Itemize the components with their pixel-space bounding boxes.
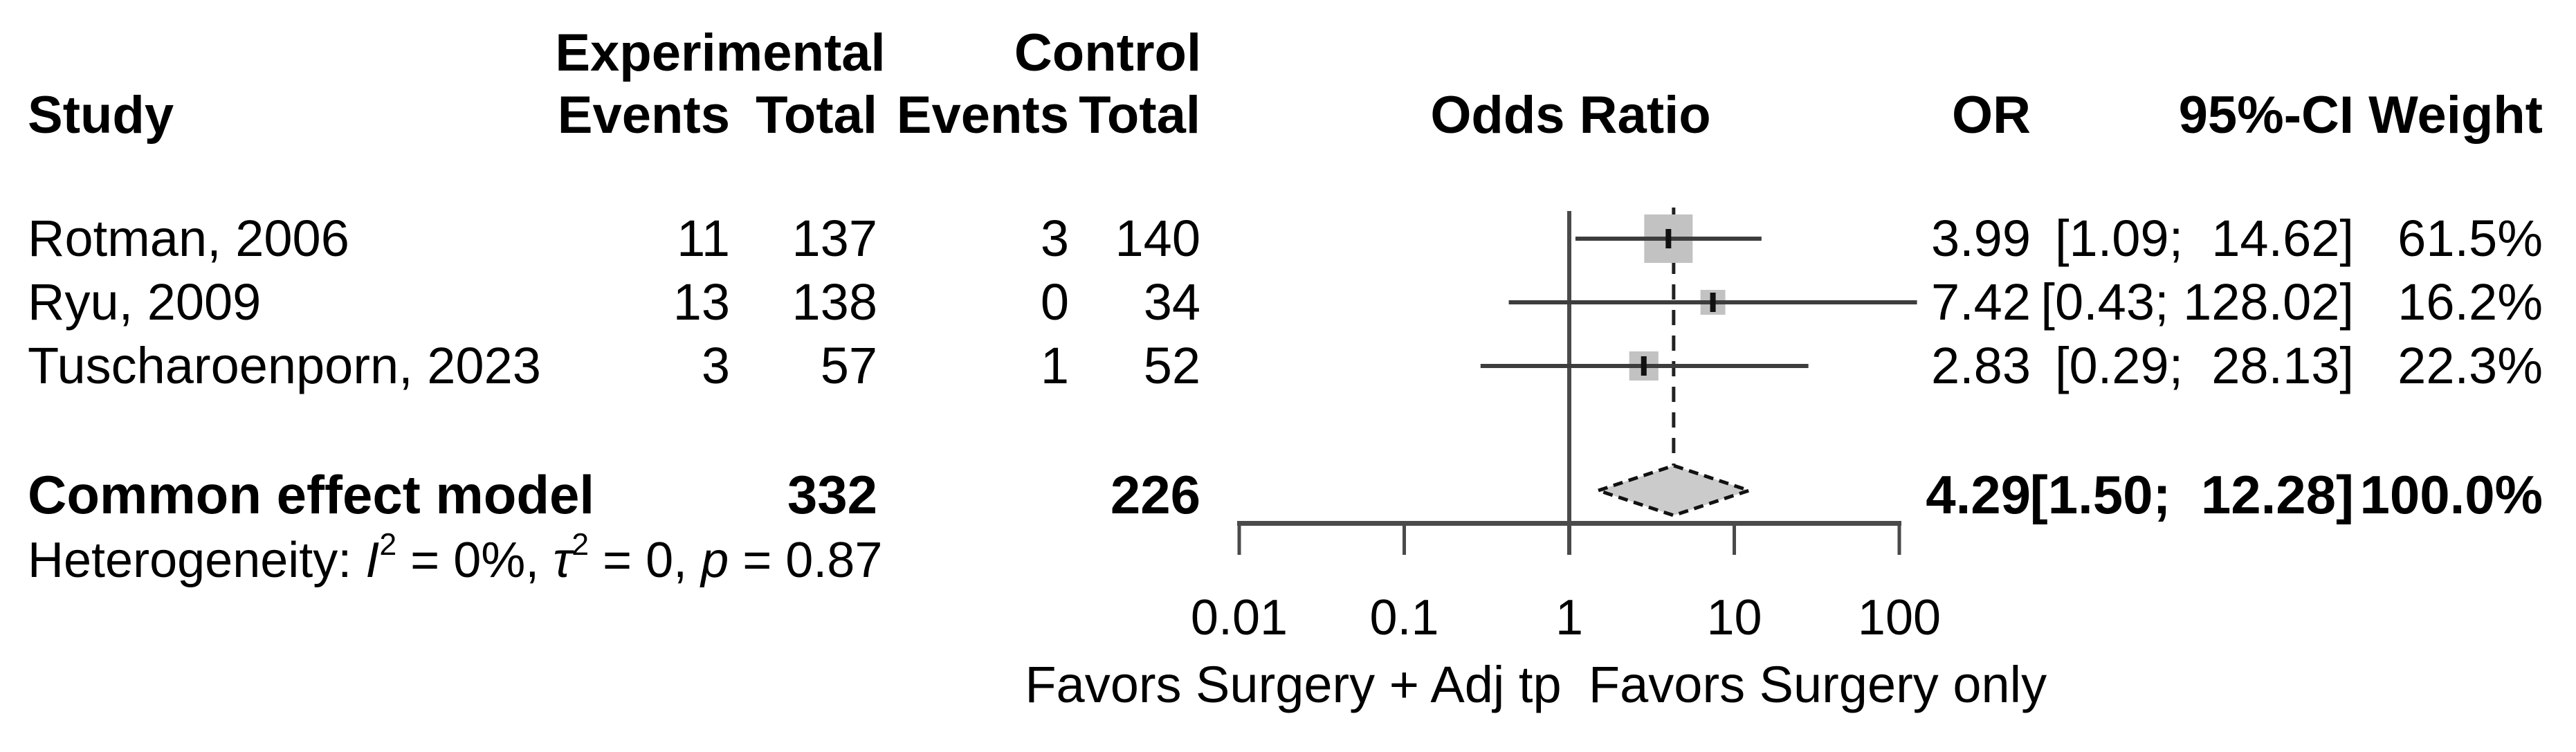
summary-total-control: 226 (1110, 464, 1200, 525)
het-prefix: Heterogeneity: (28, 533, 366, 588)
point-estimate-tick-1 (1710, 293, 1716, 312)
row-0-events-experimental: 11 (677, 210, 730, 267)
row-1-events-experimental: 13 (673, 273, 730, 331)
row-2-ci-value: [0.29; 28.13] (2054, 337, 2354, 394)
column-header-or: OR (1952, 86, 2031, 145)
row-2-total-experimental: 57 (820, 337, 877, 394)
het-p-symbol: p (701, 533, 729, 588)
het-eq1: = 0%, (396, 533, 554, 588)
heterogeneity-note: Heterogeneity: I2 = 0%, τ2 = 0, p = 0.87 (28, 529, 883, 588)
row-0-events-control: 3 (1040, 210, 1069, 267)
column-header-total-experimental: Total (756, 86, 877, 145)
row-2-or-value: 2.83 (1930, 337, 2031, 394)
summary-diamond (1593, 464, 1755, 517)
summary-or-value: 4.29 (1926, 464, 2031, 525)
summary-ci-value: [1.50; 12.28] (2029, 464, 2354, 525)
row-2-events-control: 1 (1040, 337, 1069, 394)
column-header-odds-ratio: Odds Ratio (1430, 86, 1711, 145)
row-2-events-experimental: 3 (701, 337, 730, 394)
het-tau-symbol: τ (553, 533, 572, 588)
row-1-study-name: Ryu, 2009 (28, 273, 262, 331)
row-0-total-control: 140 (1115, 210, 1200, 267)
summary-label: Common effect model (28, 464, 595, 525)
het-tau-sup: 2 (572, 528, 590, 562)
row-1-ci-value: [0.43; 128.02] (2040, 273, 2354, 331)
axis-tick-label-1: 1 (1555, 590, 1584, 645)
axis-tick-label-100: 100 (1857, 590, 1942, 645)
het-eq2: = 0, (589, 533, 702, 588)
summary-total-experimental: 332 (787, 464, 877, 525)
het-i-sup: 2 (379, 528, 397, 562)
column-header-events-control: Events (896, 86, 1069, 145)
favors-right-label: Favors Surgery only (1588, 656, 2047, 713)
het-eq3: = 0.87 (729, 533, 883, 588)
row-0-study-name: Rotman, 2006 (28, 210, 349, 267)
point-estimate-tick-0 (1665, 229, 1672, 248)
het-i-symbol: I (365, 533, 380, 588)
axis-tick-label-10: 10 (1706, 590, 1762, 645)
favors-left-label: Favors Surgery + Adj tp (1025, 656, 1562, 713)
row-2-total-control: 52 (1143, 337, 1200, 394)
axis-tick-label-0.1: 0.1 (1369, 590, 1439, 645)
column-header-total-control: Total (1079, 86, 1200, 145)
row-0-or-value: 3.99 (1930, 210, 2031, 267)
axis-tick-label-0.01: 0.01 (1190, 590, 1288, 645)
row-1-total-experimental: 138 (792, 273, 877, 331)
column-group-header-control: Control (1014, 24, 1202, 82)
row-1-weight-value: 16.2% (2397, 273, 2543, 331)
row-1-events-control: 0 (1040, 273, 1069, 331)
summary-weight-value: 100.0% (2359, 464, 2543, 525)
column-header-events-experimental: Events (557, 86, 730, 145)
column-header-ci: 95%-CI (2178, 86, 2354, 145)
row-0-ci-value: [1.09; 14.62] (2054, 210, 2354, 267)
column-header-weight: Weight (2368, 86, 2543, 145)
column-header-study: Study (28, 86, 174, 145)
row-1-or-value: 7.42 (1930, 273, 2031, 331)
row-2-weight-value: 22.3% (2397, 337, 2543, 394)
row-0-total-experimental: 137 (792, 210, 877, 267)
column-group-header-experimental: Experimental (555, 24, 886, 82)
row-1-total-control: 34 (1143, 273, 1200, 331)
row-2-study-name: Tuscharoenporn, 2023 (28, 337, 541, 394)
row-0-weight-value: 61.5% (2397, 210, 2543, 267)
point-estimate-tick-2 (1641, 356, 1647, 376)
